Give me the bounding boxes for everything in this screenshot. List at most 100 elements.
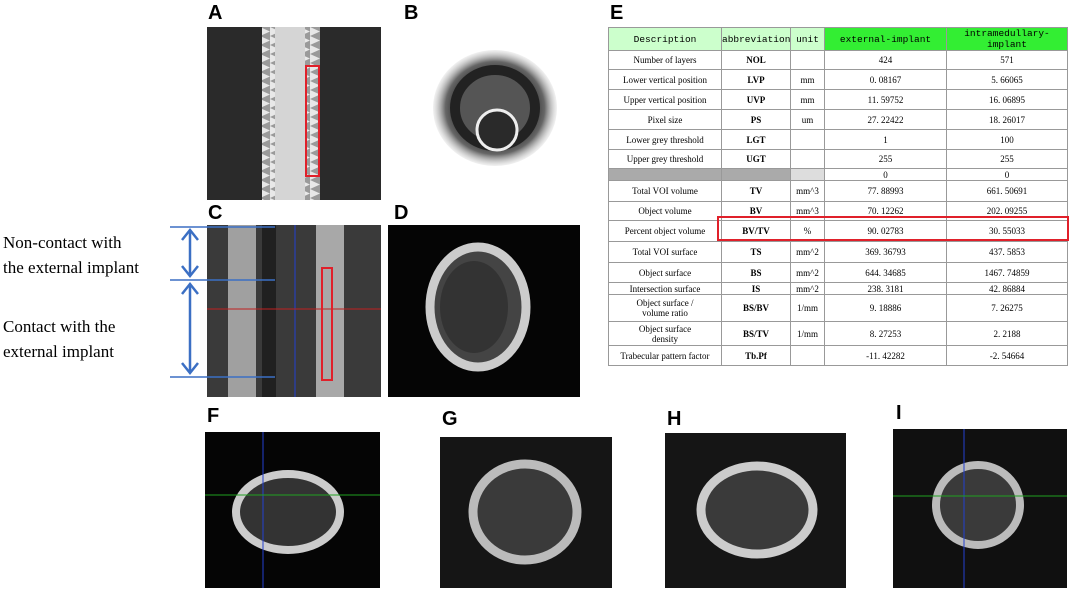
cell [790,345,825,366]
cell: 571 [946,50,1068,70]
separator-cell [721,168,791,181]
cell: mm^2 [790,241,825,263]
cell: 11. 59752 [824,89,947,110]
header-cell: external-implant [824,27,947,51]
cell: 77. 88993 [824,180,947,202]
cell: 0 [824,168,947,181]
cell: 1 [824,129,947,150]
cell [790,149,825,169]
implant-section [475,108,519,152]
cell: 424 [824,50,947,70]
separator-cell [790,168,825,181]
row-label: Upper grey threshold [608,149,722,169]
cell: 9. 18886 [824,294,947,322]
row-label: Upper vertical position [608,89,722,110]
cell: mm^2 [790,282,825,295]
highlight-box [305,65,320,177]
bone-ring [232,470,344,554]
panel-label: D [394,202,408,224]
cell: 255 [946,149,1068,169]
cell: 1/mm [790,294,825,322]
panel-label: H [667,408,681,430]
row-label: Pixel size [608,109,722,130]
panel-label: B [404,2,418,24]
cell: -2. 54664 [946,345,1068,366]
cell: BS/TV [721,321,791,346]
cell: 661. 50691 [946,180,1068,202]
cell: 0. 08167 [824,69,947,90]
header-cell: intramedullary-implant [946,27,1068,51]
panel-label: G [442,408,458,430]
table-row: Object surface BS mm^2 644. 34685 1467. 7485… [608,262,1068,283]
cell: 5. 66065 [946,69,1068,90]
row-label: Number of layers [608,50,722,70]
bone-ring [932,461,1024,549]
cell: 42. 86884 [946,282,1068,295]
data-table: Description abbreviation unit external-impl… [608,27,1068,366]
cell: LVP [721,69,791,90]
annotation: Contact with the [3,317,115,336]
cell: 644. 34685 [824,262,947,283]
cell: UVP [721,89,791,110]
table-row: Total VOI volume TV mm^3 77. 88993 661. 5069… [608,180,1068,202]
highlight-box [717,216,1069,241]
cell: 18. 26017 [946,109,1068,130]
panel-label: C [208,202,222,224]
bone-wall [316,225,344,397]
panel-label: E [610,2,623,24]
separator-cell [608,168,722,181]
cell: mm [790,69,825,90]
cell: mm^3 [790,180,825,202]
cell: 100 [946,129,1068,150]
row-label: Object surface density [608,321,722,346]
cell [790,129,825,150]
cell: 27. 22422 [824,109,947,130]
panel-labels: A B C D E F G H I [207,2,902,430]
cell: 16. 06895 [946,89,1068,110]
row-label: Total VOI volume [608,180,722,202]
table-row: Object surface density BS/TV 1/mm 8. 27253 2… [608,321,1068,346]
canal [262,225,276,397]
table-row: Lower grey threshold LGT 1 100 [608,129,1068,150]
cell: um [790,109,825,130]
table-row: Total VOI surface TS mm^2 369. 36793 437. 58… [608,241,1068,263]
cell: LGT [721,129,791,150]
row-label: Total VOI surface [608,241,722,263]
cell: 2. 2188 [946,321,1068,346]
annotation: the external implant [3,258,139,277]
bone-ring [468,459,582,565]
cell [790,50,825,70]
row-label: Object surface [608,262,722,283]
annotation: external implant [3,342,114,361]
table-row: Trabecular pattern factor Tb.Pf -11. 42282… [608,345,1068,366]
screw-core [275,27,305,200]
cell: 90. 02783 [824,220,947,242]
bone-wall [228,225,256,397]
cell: Tb.Pf [721,345,791,366]
cell: 1/mm [790,321,825,346]
annotation: Non-contact with [3,233,122,252]
row-label: Intersection surface [608,282,722,295]
cell: TS [721,241,791,263]
panel-label: I [896,402,902,424]
header-cell: Description [608,27,722,51]
bone-ring [696,461,818,559]
cell: 7. 26275 [946,294,1068,322]
row-label: Trabecular pattern factor [608,345,722,366]
panel-label: A [208,2,222,24]
cell: 8. 27253 [824,321,947,346]
cell: 437. 5853 [946,241,1068,263]
table-row: Object surface / volume ratio BS/BV 1/mm 9.… [608,294,1068,322]
cell: NOL [721,50,791,70]
header-cell: unit [790,27,825,51]
table-row: Upper vertical position UVP mm 11. 59752 16.… [608,89,1068,110]
table-row: Upper grey threshold UGT 255 255 [608,149,1068,169]
row-label: Object volume [608,201,722,221]
table-row: Number of layers NOL 424 571 [608,50,1068,70]
cell: TV [721,180,791,202]
row-label: Lower grey threshold [608,129,722,150]
